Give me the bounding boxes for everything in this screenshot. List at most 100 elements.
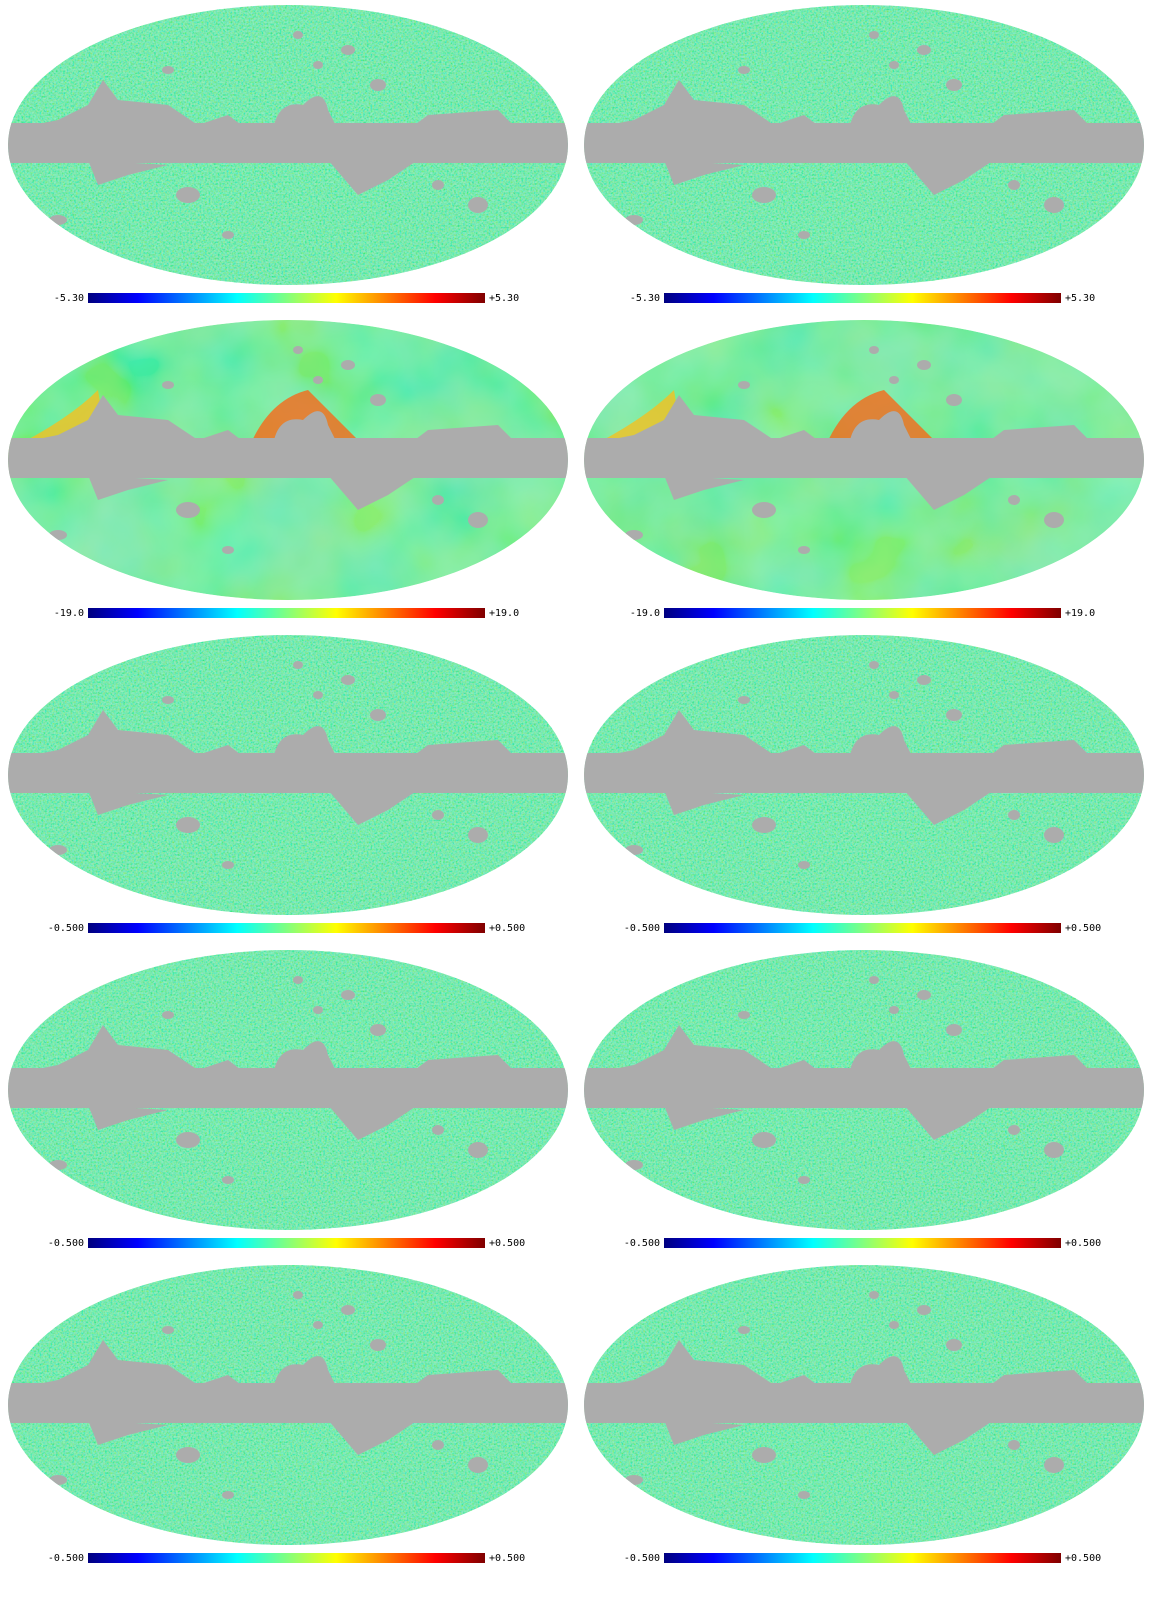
- mask-hole: [752, 1447, 776, 1463]
- colorbar-min-label: -0.500: [624, 923, 660, 934]
- mask-hole: [625, 530, 643, 540]
- mask-hole: [946, 79, 962, 91]
- mask-hole: [889, 1321, 899, 1329]
- mask-hole: [49, 1475, 67, 1485]
- mask-hole: [370, 79, 386, 91]
- colorbar: [664, 923, 1061, 933]
- colorbar-max-label: +0.500: [489, 1553, 525, 1564]
- mask-hole: [222, 546, 234, 554]
- mask-hole: [432, 1125, 444, 1135]
- mask-hole: [616, 670, 632, 680]
- mask-hole: [176, 502, 200, 518]
- colorbar: [88, 608, 485, 618]
- mask-hole: [293, 976, 303, 984]
- colorbar-max-label: +19.0: [1065, 608, 1095, 619]
- mask-hole: [370, 709, 386, 721]
- colorbar-min-label: -19.0: [54, 608, 84, 619]
- mask-hole: [341, 675, 355, 685]
- colorbar: [664, 1238, 1061, 1248]
- mask-hole: [798, 861, 810, 869]
- mask-hole: [1008, 810, 1020, 820]
- mask-hole: [625, 1160, 643, 1170]
- mask-hole: [176, 1132, 200, 1148]
- colorbar-min-label: -0.500: [48, 1553, 84, 1564]
- mask-hole: [40, 355, 56, 365]
- colorbar-max-label: +0.500: [1065, 1553, 1101, 1564]
- sky-map: [8, 1265, 568, 1545]
- mask-hole: [798, 546, 810, 554]
- mask-hole: [313, 376, 323, 384]
- colorbar: [88, 1553, 485, 1563]
- mask-hole: [341, 45, 355, 55]
- mask-hole: [313, 691, 323, 699]
- mask-hole: [468, 1457, 488, 1473]
- mask-hole: [1008, 495, 1020, 505]
- colorbar: [88, 923, 485, 933]
- mask-hole: [616, 1300, 632, 1310]
- mask-hole: [869, 1291, 879, 1299]
- mask-hole: [468, 827, 488, 843]
- mask-hole: [917, 675, 931, 685]
- mask-hole: [738, 381, 750, 389]
- mask-hole: [341, 990, 355, 1000]
- mask-hole: [49, 1160, 67, 1170]
- mask-hole: [889, 61, 899, 69]
- colorbar: [664, 1553, 1061, 1563]
- colorbar-max-label: +19.0: [489, 608, 519, 619]
- mask-hole: [946, 394, 962, 406]
- colorbar-max-label: +5.30: [489, 293, 519, 304]
- mask-hole: [1008, 1440, 1020, 1450]
- mask-hole: [341, 360, 355, 370]
- mask-hole: [432, 810, 444, 820]
- colorbar-min-label: -5.30: [630, 293, 660, 304]
- sky-map: [584, 950, 1144, 1230]
- mask-hole: [162, 381, 174, 389]
- mask-hole: [293, 1291, 303, 1299]
- mask-hole: [49, 530, 67, 540]
- mask-hole: [1044, 1457, 1064, 1473]
- mask-hole: [869, 31, 879, 39]
- mask-hole: [1044, 827, 1064, 843]
- mask-hole: [468, 1142, 488, 1158]
- mask-hole: [313, 1321, 323, 1329]
- colorbar-max-label: +0.500: [1065, 1238, 1101, 1249]
- colorbar: [88, 1238, 485, 1248]
- colorbar-max-label: +0.500: [489, 1238, 525, 1249]
- sky-map: [584, 1265, 1144, 1545]
- mask-hole: [162, 66, 174, 74]
- mask-hole: [162, 1326, 174, 1334]
- mask-hole: [313, 61, 323, 69]
- mask-hole: [738, 1011, 750, 1019]
- mask-hole: [468, 512, 488, 528]
- sky-map: [584, 5, 1144, 285]
- colorbar-min-label: -5.30: [54, 293, 84, 304]
- mask-hole: [293, 31, 303, 39]
- mask-hole: [752, 817, 776, 833]
- colorbar-min-label: -0.500: [624, 1553, 660, 1564]
- mask-hole: [869, 346, 879, 354]
- mask-hole: [49, 215, 67, 225]
- mask-hole: [917, 990, 931, 1000]
- mask-hole: [616, 355, 632, 365]
- mask-hole: [1008, 180, 1020, 190]
- colorbar-max-label: +0.500: [489, 923, 525, 934]
- mask-hole: [917, 45, 931, 55]
- figure: -5.30+5.30-5.30+5.30-19.0+19.0-19.0+19.0…: [0, 0, 1156, 1599]
- mask-hole: [370, 1024, 386, 1036]
- mask-hole: [869, 976, 879, 984]
- mask-hole: [40, 40, 56, 50]
- mask-hole: [625, 1475, 643, 1485]
- mask-hole: [752, 502, 776, 518]
- mask-hole: [176, 817, 200, 833]
- mask-hole: [49, 845, 67, 855]
- mask-hole: [468, 197, 488, 213]
- mask-hole: [917, 1305, 931, 1315]
- mask-hole: [625, 845, 643, 855]
- mask-hole: [889, 376, 899, 384]
- sky-map: [8, 320, 568, 600]
- mask-hole: [869, 661, 879, 669]
- mask-hole: [917, 360, 931, 370]
- mask-hole: [889, 1006, 899, 1014]
- sky-map: [8, 5, 568, 285]
- mask-hole: [1008, 1125, 1020, 1135]
